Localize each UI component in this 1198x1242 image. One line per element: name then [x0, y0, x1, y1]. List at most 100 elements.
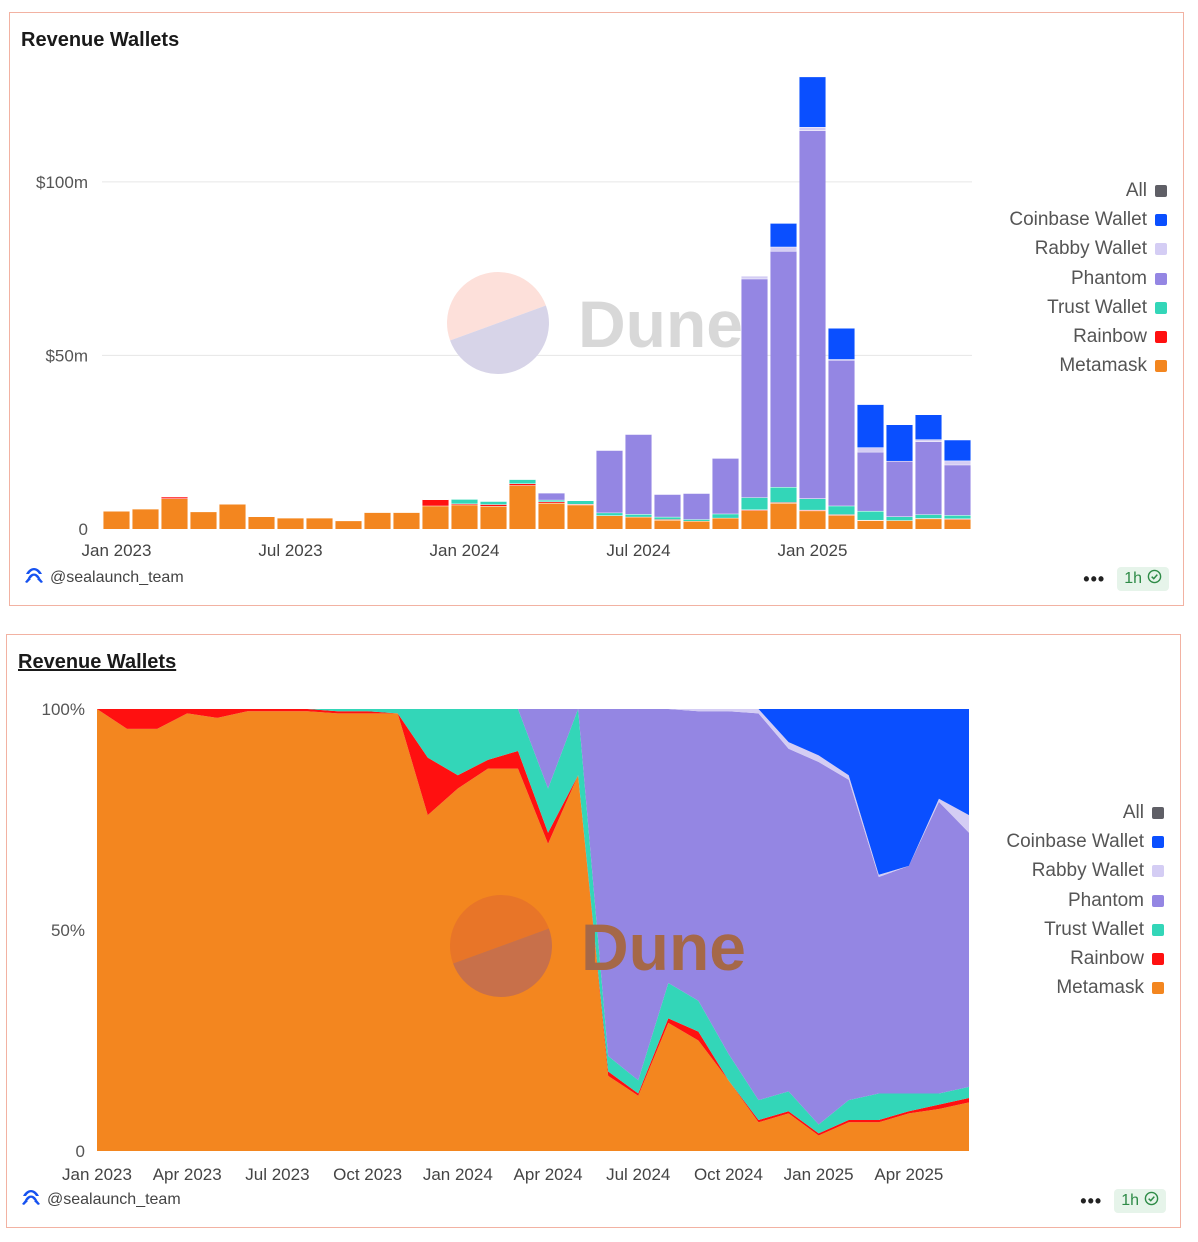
bar-phantom[interactable]: [654, 494, 681, 517]
bar-metamask[interactable]: [103, 510, 130, 529]
bar-phantom[interactable]: [915, 441, 942, 515]
bar-metamask[interactable]: [857, 520, 884, 529]
author-footer[interactable]: @sealaunch_team: [21, 1188, 181, 1211]
bar-trust-wallet[interactable]: [944, 515, 971, 519]
bar-trust-wallet[interactable]: [654, 516, 681, 520]
legend-item-rainbow[interactable]: Rainbow: [1006, 944, 1164, 973]
bar-phantom[interactable]: [712, 458, 739, 514]
bar-metamask[interactable]: [335, 520, 362, 529]
area-phantom[interactable]: [97, 709, 969, 1125]
bar-rabby-wallet[interactable]: [770, 246, 797, 251]
bar-phantom[interactable]: [799, 130, 826, 499]
legend-item-trust-wallet[interactable]: Trust Wallet: [1009, 293, 1167, 322]
bar-phantom[interactable]: [538, 492, 565, 500]
bar-rabby-wallet[interactable]: [741, 275, 768, 279]
bar-rabby-wallet[interactable]: [944, 460, 971, 465]
legend-item-coinbase-wallet[interactable]: Coinbase Wallet: [1006, 827, 1164, 856]
bar-coinbase-wallet[interactable]: [857, 404, 884, 448]
bar-coinbase-wallet[interactable]: [944, 439, 971, 461]
bar-trust-wallet[interactable]: [799, 498, 826, 510]
legend-item-rainbow[interactable]: Rainbow: [1009, 322, 1167, 351]
bar-metamask[interactable]: [277, 517, 304, 529]
bar-phantom[interactable]: [625, 434, 652, 515]
bar-rainbow[interactable]: [451, 503, 478, 505]
bar-metamask[interactable]: [393, 512, 420, 529]
bar-metamask[interactable]: [538, 502, 565, 529]
bar-coinbase-wallet[interactable]: [799, 76, 826, 128]
bar-metamask[interactable]: [306, 517, 333, 529]
bar-rainbow[interactable]: [161, 496, 188, 499]
bar-trust-wallet[interactable]: [770, 486, 797, 503]
bar-trust-wallet[interactable]: [886, 516, 913, 521]
chart-title[interactable]: Revenue Wallets: [21, 29, 180, 51]
bar-rainbow[interactable]: [538, 501, 565, 503]
bar-metamask[interactable]: [886, 520, 913, 529]
bar-trust-wallet[interactable]: [683, 519, 710, 522]
area-rainbow[interactable]: [97, 709, 969, 1136]
bar-rabby-wallet[interactable]: [799, 127, 826, 131]
bar-coinbase-wallet[interactable]: [886, 424, 913, 461]
bar-metamask[interactable]: [567, 504, 594, 529]
bar-trust-wallet[interactable]: [567, 500, 594, 505]
bar-trust-wallet[interactable]: [915, 514, 942, 519]
bar-metamask[interactable]: [219, 504, 246, 529]
bar-rainbow[interactable]: [422, 499, 449, 506]
author-footer[interactable]: @sealaunch_team: [24, 566, 184, 589]
bar-metamask[interactable]: [509, 485, 536, 529]
bar-phantom[interactable]: [828, 359, 855, 506]
legend-item-metamask[interactable]: Metamask: [1006, 974, 1164, 1003]
bar-rainbow[interactable]: [480, 504, 507, 507]
bar-metamask[interactable]: [654, 519, 681, 529]
refresh-badge[interactable]: 1h: [1117, 567, 1169, 591]
bar-metamask[interactable]: [741, 510, 768, 529]
legend-item-all[interactable]: All: [1006, 798, 1164, 827]
bar-metamask[interactable]: [480, 506, 507, 529]
bar-metamask[interactable]: [712, 517, 739, 529]
bar-trust-wallet[interactable]: [857, 510, 884, 520]
bar-metamask[interactable]: [451, 504, 478, 529]
bar-rabby-wallet[interactable]: [857, 447, 884, 452]
legend-item-rabby-wallet[interactable]: Rabby Wallet: [1009, 235, 1167, 264]
bar-metamask[interactable]: [364, 512, 391, 529]
bar-metamask[interactable]: [161, 498, 188, 529]
bar-metamask[interactable]: [625, 516, 652, 529]
bar-trust-wallet[interactable]: [451, 499, 478, 504]
bar-phantom[interactable]: [886, 460, 913, 517]
bar-metamask[interactable]: [190, 511, 217, 529]
refresh-badge[interactable]: 1h: [1114, 1189, 1166, 1213]
bar-metamask[interactable]: [828, 515, 855, 529]
bar-metamask[interactable]: [944, 519, 971, 529]
legend-item-coinbase-wallet[interactable]: Coinbase Wallet: [1009, 205, 1167, 234]
legend-item-all[interactable]: All: [1009, 176, 1167, 205]
bar-trust-wallet[interactable]: [712, 513, 739, 518]
bar-phantom[interactable]: [741, 278, 768, 498]
bar-coinbase-wallet[interactable]: [915, 414, 942, 440]
bar-trust-wallet[interactable]: [625, 514, 652, 517]
bar-rabby-wallet[interactable]: [915, 439, 942, 442]
bar-metamask[interactable]: [915, 518, 942, 529]
bar-metamask[interactable]: [799, 510, 826, 529]
bar-metamask[interactable]: [770, 502, 797, 529]
bar-trust-wallet[interactable]: [480, 501, 507, 505]
bar-phantom[interactable]: [596, 450, 623, 513]
chart-title[interactable]: Revenue Wallets: [18, 651, 177, 673]
legend-item-trust-wallet[interactable]: Trust Wallet: [1006, 915, 1164, 944]
legend-item-phantom[interactable]: Phantom: [1006, 886, 1164, 915]
more-options-button[interactable]: •••: [1080, 1190, 1103, 1211]
area-coinbase-wallet[interactable]: [97, 709, 969, 875]
bar-trust-wallet[interactable]: [538, 499, 565, 502]
legend-item-phantom[interactable]: Phantom: [1009, 264, 1167, 293]
bar-coinbase-wallet[interactable]: [770, 223, 797, 247]
bar-phantom[interactable]: [770, 250, 797, 487]
bar-phantom[interactable]: [857, 451, 884, 511]
bar-trust-wallet[interactable]: [596, 512, 623, 516]
bar-metamask[interactable]: [248, 516, 275, 529]
bar-trust-wallet[interactable]: [828, 505, 855, 515]
legend-item-metamask[interactable]: Metamask: [1009, 352, 1167, 381]
more-options-button[interactable]: •••: [1083, 568, 1106, 589]
bar-phantom[interactable]: [944, 464, 971, 516]
bar-trust-wallet[interactable]: [741, 497, 768, 510]
bar-coinbase-wallet[interactable]: [828, 328, 855, 360]
legend-item-rabby-wallet[interactable]: Rabby Wallet: [1006, 857, 1164, 886]
bar-phantom[interactable]: [683, 493, 710, 520]
